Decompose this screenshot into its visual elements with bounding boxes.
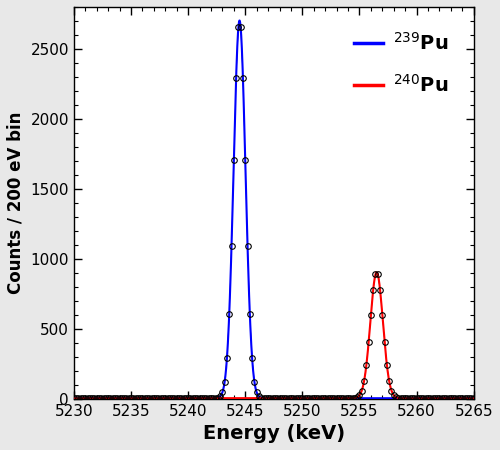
Y-axis label: Counts / 200 eV bin: Counts / 200 eV bin bbox=[7, 112, 25, 294]
Legend: $^{239}$Pu, $^{240}$Pu: $^{239}$Pu, $^{240}$Pu bbox=[346, 24, 456, 104]
X-axis label: Energy (keV): Energy (keV) bbox=[202, 424, 345, 443]
